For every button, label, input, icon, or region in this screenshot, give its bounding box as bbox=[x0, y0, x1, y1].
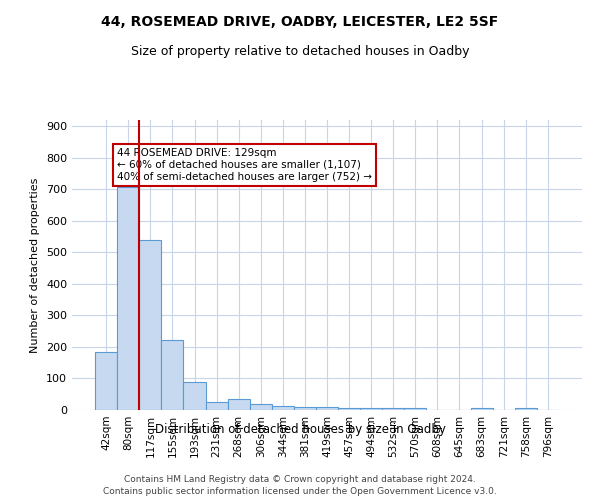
Bar bbox=[272, 406, 294, 410]
Text: Contains public sector information licensed under the Open Government Licence v3: Contains public sector information licen… bbox=[103, 488, 497, 496]
Bar bbox=[95, 352, 117, 410]
Bar bbox=[316, 407, 338, 410]
Bar bbox=[470, 408, 493, 410]
Text: Size of property relative to detached houses in Oadby: Size of property relative to detached ho… bbox=[131, 45, 469, 58]
Text: Distribution of detached houses by size in Oadby: Distribution of detached houses by size … bbox=[155, 422, 445, 436]
Bar bbox=[250, 404, 272, 410]
Bar bbox=[139, 240, 161, 410]
Bar bbox=[184, 382, 206, 410]
Bar bbox=[161, 340, 184, 410]
Text: Contains HM Land Registry data © Crown copyright and database right 2024.: Contains HM Land Registry data © Crown c… bbox=[124, 475, 476, 484]
Bar bbox=[515, 408, 537, 410]
Bar bbox=[117, 187, 139, 410]
Bar bbox=[206, 402, 227, 410]
Y-axis label: Number of detached properties: Number of detached properties bbox=[31, 178, 40, 352]
Text: 44 ROSEMEAD DRIVE: 129sqm
← 60% of detached houses are smaller (1,107)
40% of se: 44 ROSEMEAD DRIVE: 129sqm ← 60% of detac… bbox=[117, 148, 372, 182]
Bar bbox=[382, 408, 404, 410]
Bar bbox=[227, 399, 250, 410]
Text: 44, ROSEMEAD DRIVE, OADBY, LEICESTER, LE2 5SF: 44, ROSEMEAD DRIVE, OADBY, LEICESTER, LE… bbox=[101, 15, 499, 29]
Bar bbox=[294, 407, 316, 410]
Bar bbox=[360, 408, 382, 410]
Bar bbox=[338, 408, 360, 410]
Bar bbox=[404, 408, 427, 410]
